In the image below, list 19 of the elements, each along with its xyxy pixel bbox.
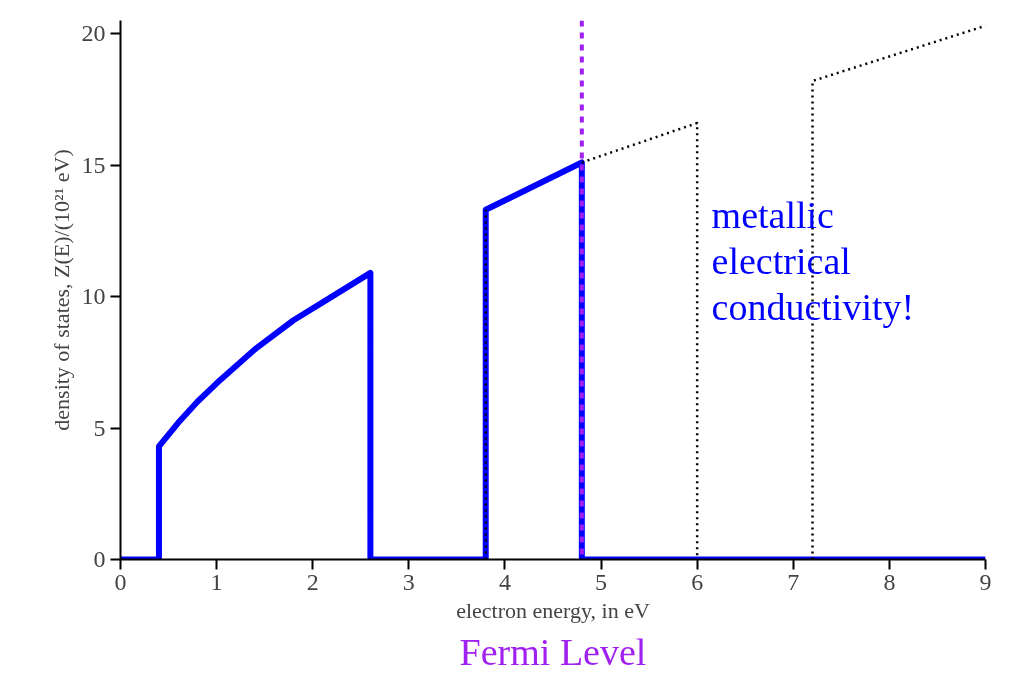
y-tick-label: 20 [81, 20, 106, 47]
x-tick-label: 7 [787, 568, 800, 595]
ref-line-label: Fermi Level [459, 630, 647, 673]
x-tick-label: 4 [498, 568, 511, 595]
y-tick-label: 10 [81, 283, 106, 310]
x-tick-label: 2 [306, 568, 319, 595]
annotation: metallic electrical conductivity! [711, 194, 915, 329]
x-tick-label: 8 [883, 568, 896, 595]
x-tick-label: 0 [114, 568, 127, 595]
y-tick-label: 15 [81, 151, 106, 178]
x-tick-label: 5 [595, 568, 608, 595]
x-tick-label: 1 [210, 568, 223, 595]
y-tick-label: 0 [93, 546, 106, 572]
y-axis-title: density of states, Z(E)/(10²¹ eV) [48, 149, 74, 431]
x-tick-label: 6 [691, 568, 704, 595]
x-axis-title: electron energy, in eV [456, 597, 650, 623]
y-tick-label: 5 [93, 414, 106, 441]
x-tick-label: 3 [402, 568, 415, 595]
x-tick-label: 9 [979, 568, 992, 595]
